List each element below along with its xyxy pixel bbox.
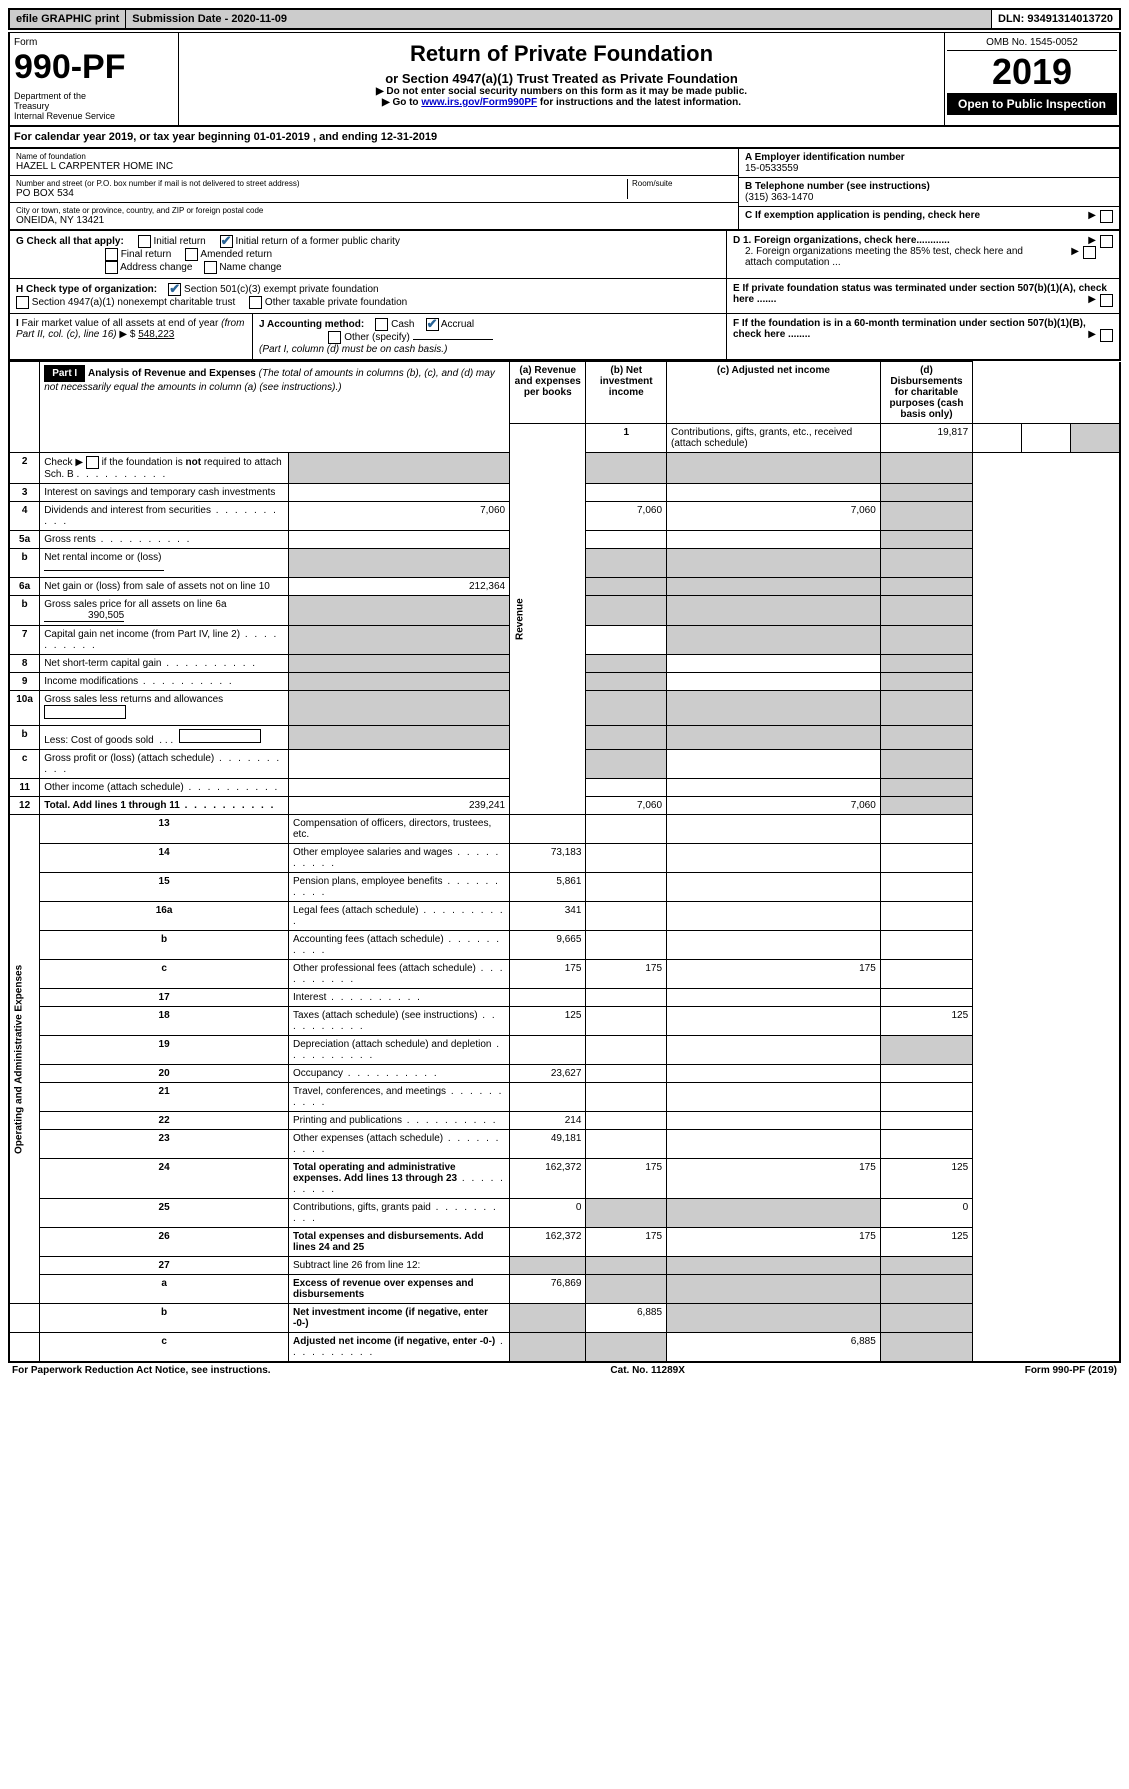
footer-mid: Cat. No. 11289X	[610, 1365, 684, 1376]
h-4947-checkbox[interactable]	[16, 296, 29, 309]
room-label: Room/suite	[632, 179, 732, 188]
form-header: Form 990-PF Department of theTreasuryInt…	[8, 32, 1121, 127]
entity-info: Name of foundation HAZEL L CARPENTER HOM…	[8, 149, 1121, 231]
j-note: (Part I, column (d) must be on cash basi…	[259, 344, 447, 355]
j-accrual-checkbox[interactable]	[426, 318, 439, 331]
g-initial-checkbox[interactable]	[138, 235, 151, 248]
page-footer: For Paperwork Reduction Act Notice, see …	[8, 1363, 1121, 1378]
phone-value: (315) 363-1470	[745, 192, 1113, 203]
expenses-section-label: Operating and Administrative Expenses	[9, 815, 40, 1304]
foundation-name: HAZEL L CARPENTER HOME INC	[16, 161, 732, 172]
revenue-section-label: Revenue	[510, 424, 586, 815]
line2-checkbox[interactable]	[86, 456, 99, 469]
section-ij: I Fair market value of all assets at end…	[8, 314, 1121, 361]
open-public-badge: Open to Public Inspection	[947, 93, 1117, 115]
c-label: C If exemption application is pending, c…	[745, 210, 980, 221]
city-state-zip: ONEIDA, NY 13421	[16, 215, 732, 226]
col-c-head: (c) Adjusted net income	[667, 362, 881, 424]
part1-table: Part I Analysis of Revenue and Expenses …	[8, 361, 1121, 1363]
h-501c3-checkbox[interactable]	[168, 283, 181, 296]
section-g: G Check all that apply: Initial return I…	[8, 231, 1121, 279]
d2-checkbox[interactable]	[1083, 246, 1096, 259]
col-a-head: (a) Revenue and expenses per books	[510, 362, 586, 424]
form-note1: ▶ Do not enter social security numbers o…	[183, 86, 940, 97]
f-label: F If the foundation is in a 60-month ter…	[733, 318, 1086, 340]
top-bar: efile GRAPHIC print Submission Date - 20…	[8, 8, 1121, 30]
name-label: Name of foundation	[16, 152, 732, 161]
d1-checkbox[interactable]	[1100, 235, 1113, 248]
footer-right: Form 990-PF (2019)	[1025, 1365, 1117, 1376]
g-initial-former-checkbox[interactable]	[220, 235, 233, 248]
ein-label: A Employer identification number	[745, 152, 1113, 163]
d2-label: 2. Foreign organizations meeting the 85%…	[733, 246, 1045, 268]
form-title-block: Return of Private Foundation or Section …	[179, 33, 945, 125]
e-label: E If private foundation status was termi…	[733, 283, 1107, 305]
d1-label: D 1. Foreign organizations, check here..…	[733, 235, 950, 246]
form-id-block: Form 990-PF Department of theTreasuryInt…	[10, 33, 179, 125]
part1-label: Part I	[44, 365, 85, 382]
dept-label: Department of theTreasuryInternal Revenu…	[14, 91, 174, 121]
g-final-checkbox[interactable]	[105, 248, 118, 261]
c-checkbox[interactable]	[1100, 210, 1113, 223]
submission-date: Submission Date - 2020-11-09	[126, 10, 992, 28]
irs-link[interactable]: www.irs.gov/Form990PF	[421, 97, 537, 108]
form-title: Return of Private Foundation	[183, 41, 940, 67]
section-h: H Check type of organization: Section 50…	[8, 279, 1121, 314]
form-label: Form	[14, 37, 174, 48]
col-b-head: (b) Net investment income	[586, 362, 667, 424]
h-label: H Check type of organization:	[16, 284, 157, 295]
g-amended-checkbox[interactable]	[185, 248, 198, 261]
city-label: City or town, state or province, country…	[16, 206, 732, 215]
calendar-year-row: For calendar year 2019, or tax year begi…	[8, 127, 1121, 149]
part1-title: Analysis of Revenue and Expenses	[88, 368, 256, 379]
footer-left: For Paperwork Reduction Act Notice, see …	[12, 1365, 271, 1376]
fmv-value: 548,223	[138, 329, 174, 340]
efile-label: efile GRAPHIC print	[10, 10, 126, 28]
tax-year: 2019	[947, 51, 1117, 93]
g-label: G Check all that apply:	[16, 236, 124, 247]
g-name-change-checkbox[interactable]	[204, 261, 217, 274]
j-cash-checkbox[interactable]	[375, 318, 388, 331]
addr-label: Number and street (or P.O. box number if…	[16, 179, 627, 188]
e-checkbox[interactable]	[1100, 294, 1113, 307]
ein-value: 15-0533559	[745, 163, 1113, 174]
h-other-tax-checkbox[interactable]	[249, 296, 262, 309]
form-note2: ▶ Go to www.irs.gov/Form990PF for instru…	[183, 97, 940, 108]
g-addr-change-checkbox[interactable]	[105, 261, 118, 274]
phone-label: B Telephone number (see instructions)	[745, 181, 1113, 192]
j-label: J Accounting method:	[259, 319, 364, 330]
dln-label: DLN: 93491314013720	[992, 10, 1119, 28]
year-block: OMB No. 1545-0052 2019 Open to Public In…	[945, 33, 1119, 125]
col-d-head: (d) Disbursements for charitable purpose…	[880, 362, 972, 424]
form-subtitle: or Section 4947(a)(1) Trust Treated as P…	[183, 71, 940, 86]
j-other-checkbox[interactable]	[328, 331, 341, 344]
address: PO BOX 534	[16, 188, 627, 199]
omb-number: OMB No. 1545-0052	[947, 35, 1117, 51]
f-checkbox[interactable]	[1100, 329, 1113, 342]
form-number: 990-PF	[14, 48, 174, 87]
